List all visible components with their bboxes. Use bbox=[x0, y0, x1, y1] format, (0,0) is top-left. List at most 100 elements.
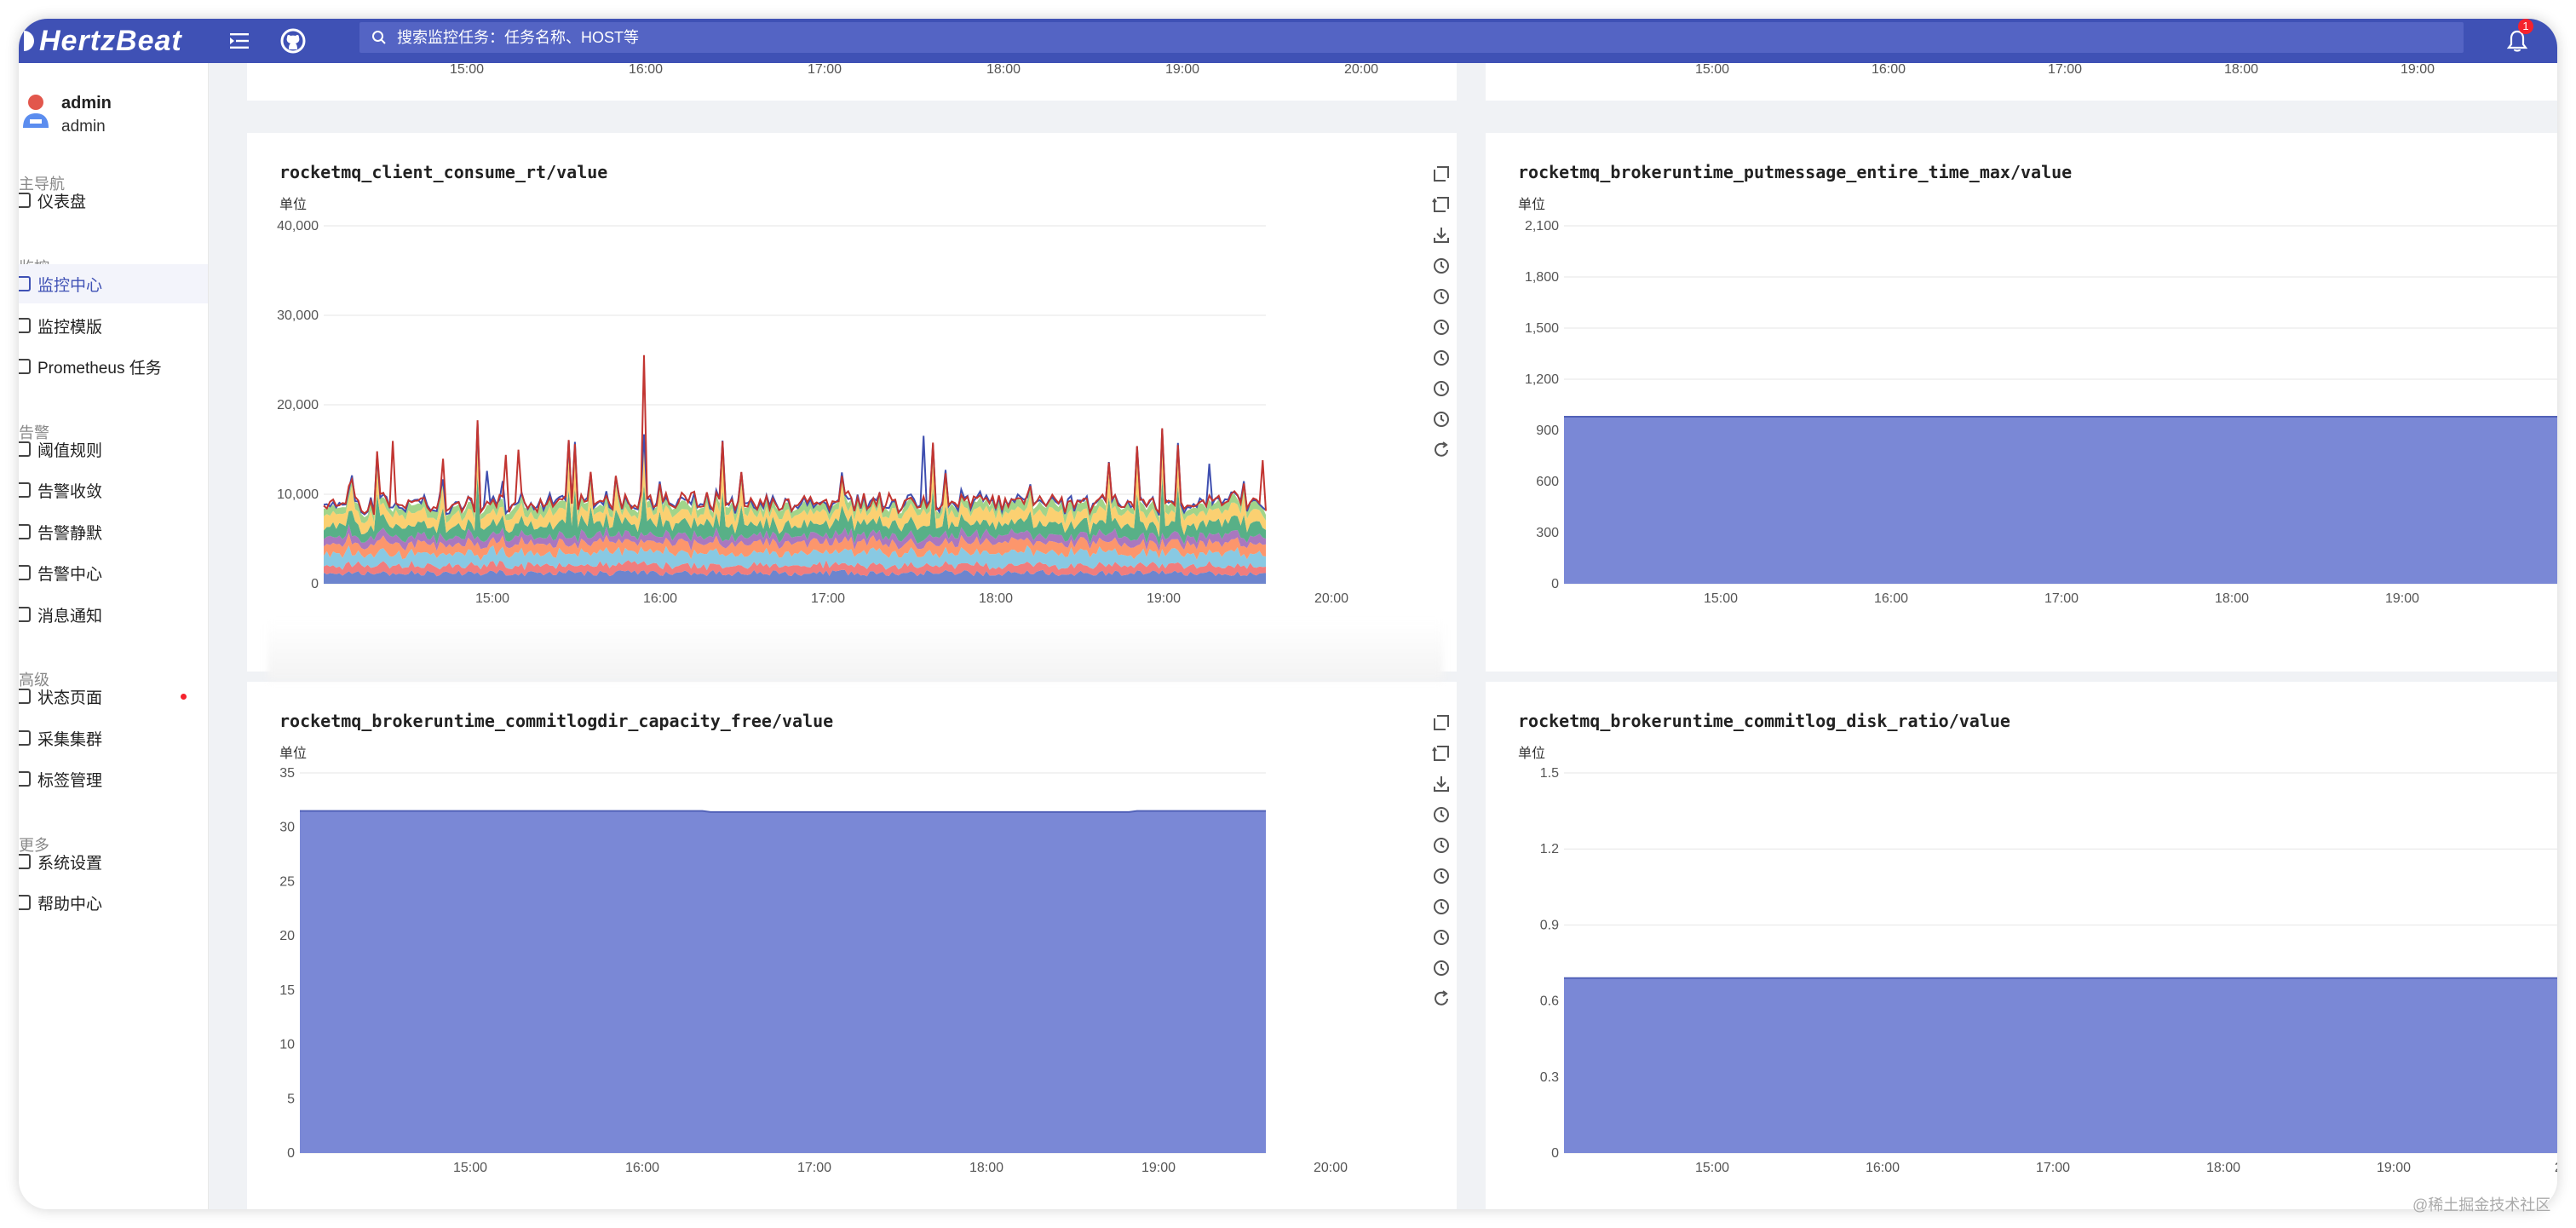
stacked-area-series[interactable] bbox=[324, 545, 1266, 571]
sidebar-item-monitor-center[interactable]: 监控中心 bbox=[19, 264, 208, 303]
user-info[interactable]: admin admin bbox=[19, 80, 208, 140]
chart-card-commitlog-disk-ratio: rocketmq_brokeruntime_commitlog_disk_rat… bbox=[1486, 682, 2557, 1209]
y-tick-label: 1,500 bbox=[1525, 321, 1559, 336]
app-name: HertzBeat bbox=[39, 24, 182, 57]
sidebar-item-alert-converge[interactable]: 告警收敛 bbox=[19, 470, 208, 510]
commitlogdir-capacity-free-chart[interactable]: 35 30 25 20 15 10 5 0 15:00 16:00 17:00 18:00 19:00 2… bbox=[247, 682, 1457, 1209]
x-tick-label: 15:00 bbox=[453, 1161, 487, 1175]
y-tick-label: 10 bbox=[279, 1038, 295, 1052]
chart-title: rocketmq_brokeruntime_commitlog_disk_rat… bbox=[1518, 711, 2010, 731]
sidebar-item-label: 告警收敛 bbox=[37, 482, 103, 501]
stacked-area-series[interactable] bbox=[324, 569, 1266, 584]
sidebar-item-help[interactable]: 帮助中心 bbox=[19, 883, 208, 922]
y-tick-label: 20 bbox=[279, 929, 295, 943]
stacked-area-series[interactable] bbox=[324, 431, 1266, 538]
consume-rt-chart[interactable]: 40,000 30,000 20,000 10,000 0 15:00 16:00 17:00… bbox=[247, 133, 1457, 672]
area-series[interactable] bbox=[1564, 977, 2557, 1153]
y-tick-label: 0 bbox=[311, 577, 319, 591]
x-tick-label: 20:00 bbox=[1314, 591, 1348, 606]
sidebar-item-monitor-template[interactable]: 监控模版 bbox=[19, 306, 208, 345]
sidebar-item-label: 帮助中心 bbox=[37, 895, 103, 914]
y-tick-label: 0.9 bbox=[1540, 918, 1559, 932]
sidebar-item-label: 告警静默 bbox=[37, 524, 103, 543]
sidebar-item-collector-cluster[interactable]: 采集集群 bbox=[19, 718, 208, 758]
app-logo[interactable]: HertzBeat bbox=[24, 19, 182, 63]
download-icon[interactable] bbox=[1431, 774, 1453, 804]
monitor-icon bbox=[19, 276, 31, 291]
sidebar-item-threshold-rules[interactable]: 阈值规则 bbox=[19, 430, 208, 469]
sidebar-item-tag-manage[interactable]: 标签管理 bbox=[19, 759, 208, 798]
github-icon[interactable] bbox=[279, 27, 307, 55]
status-page-dot bbox=[181, 694, 187, 700]
sidebar: admin admin 主导航 仪表盘 监控 监控中心 监控模版 Prometh… bbox=[19, 63, 209, 1209]
stacked-area-series[interactable] bbox=[324, 560, 1266, 577]
chart-unit-label: 单位 bbox=[1518, 198, 1546, 212]
y-tick-label: 0 bbox=[287, 1146, 295, 1161]
y-tick-label: 20,000 bbox=[277, 398, 319, 412]
sidebar-item-label: Prometheus 任务 bbox=[37, 359, 162, 378]
user-role: admin bbox=[61, 118, 106, 135]
y-tick-label: 30 bbox=[279, 821, 295, 835]
refresh-icon[interactable] bbox=[1431, 989, 1453, 1019]
y-tick-label: 25 bbox=[279, 874, 295, 889]
y-tick-label: 0 bbox=[1551, 1146, 1559, 1161]
area-series[interactable] bbox=[1564, 417, 2557, 584]
chart-title: rocketmq_client_consume_rt/value bbox=[279, 162, 608, 182]
search-input[interactable] bbox=[395, 27, 1421, 48]
zoom-select-icon[interactable] bbox=[1431, 712, 1453, 743]
alert-icon bbox=[19, 565, 31, 580]
clock-icon[interactable] bbox=[1431, 378, 1453, 409]
clock-icon[interactable] bbox=[1431, 804, 1453, 835]
y-tick-label: 900 bbox=[1536, 424, 1559, 438]
sidebar-item-settings[interactable]: 系统设置 bbox=[19, 842, 208, 881]
area-series[interactable] bbox=[300, 810, 1266, 1153]
clock-icon[interactable] bbox=[1431, 286, 1453, 317]
gear-icon bbox=[19, 854, 31, 869]
zoom-reset-icon[interactable] bbox=[1431, 743, 1453, 774]
chart-title: rocketmq_brokeruntime_putmessage_entire_… bbox=[1518, 162, 2073, 182]
x-tick-label: 19:00 bbox=[2377, 1161, 2411, 1175]
sidebar-item-label: 监控中心 bbox=[37, 276, 103, 295]
search-bar[interactable] bbox=[359, 22, 2464, 53]
clock-icon[interactable] bbox=[1431, 866, 1453, 896]
zoom-reset-icon[interactable] bbox=[1431, 194, 1453, 225]
status-page-icon bbox=[19, 689, 31, 704]
sidebar-item-label: 状态页面 bbox=[37, 689, 103, 707]
y-tick-label: 1,800 bbox=[1525, 270, 1559, 285]
help-icon bbox=[19, 895, 31, 910]
putmessage-time-max-chart[interactable]: 2,100 1,800 1,500 1,200 900 600 300 0 15:00 16:00… bbox=[1486, 133, 2557, 672]
clock-icon[interactable] bbox=[1431, 896, 1453, 927]
zoom-select-icon[interactable] bbox=[1431, 164, 1453, 194]
card-gap bbox=[247, 101, 1951, 123]
nav-group-advanced: 高级 bbox=[19, 672, 49, 689]
stacked-area-series[interactable] bbox=[324, 476, 1266, 546]
sidebar-item-prometheus-task[interactable]: Prometheus 任务 bbox=[19, 347, 208, 386]
clock-icon[interactable] bbox=[1431, 835, 1453, 866]
x-tick-label: 20:00 bbox=[1344, 63, 1378, 77]
sidebar-item-dashboard[interactable]: 仪表盘 bbox=[19, 181, 208, 220]
clock-icon[interactable] bbox=[1431, 927, 1453, 958]
clock-icon[interactable] bbox=[1431, 348, 1453, 378]
sidebar-item-status-page[interactable]: 状态页面 bbox=[19, 677, 208, 716]
sidebar-item-alert-silence[interactable]: 告警静默 bbox=[19, 512, 208, 551]
y-tick-label: 300 bbox=[1536, 526, 1559, 540]
x-tick-label: 19:00 bbox=[2401, 63, 2435, 77]
x-tick-label: 20:00 bbox=[1314, 1161, 1348, 1175]
clock-icon[interactable] bbox=[1431, 409, 1453, 440]
user-avatar-icon bbox=[23, 95, 49, 128]
x-tick-label: 15:00 bbox=[1695, 63, 1729, 77]
sidebar-item-label: 采集集群 bbox=[37, 730, 103, 749]
menu-fold-icon[interactable] bbox=[228, 31, 250, 51]
clock-icon[interactable] bbox=[1431, 958, 1453, 989]
sidebar-item-message-notify[interactable]: 消息通知 bbox=[19, 595, 208, 634]
download-icon[interactable] bbox=[1431, 225, 1453, 256]
commitlog-disk-ratio-chart[interactable]: 1.5 1.2 0.9 0.6 0.3 0 15:00 16:00 17:00 18:00 19:0… bbox=[1486, 682, 2557, 1209]
sidebar-item-alert-center[interactable]: 告警中心 bbox=[19, 553, 208, 592]
clock-icon[interactable] bbox=[1431, 317, 1453, 348]
stacked-area-series[interactable] bbox=[324, 533, 1266, 561]
clock-icon[interactable] bbox=[1431, 256, 1453, 286]
chart-unit-label: 单位 bbox=[279, 198, 308, 212]
refresh-icon[interactable] bbox=[1431, 440, 1453, 470]
stacked-area-series[interactable] bbox=[324, 424, 1266, 524]
series-line bbox=[323, 355, 1267, 516]
